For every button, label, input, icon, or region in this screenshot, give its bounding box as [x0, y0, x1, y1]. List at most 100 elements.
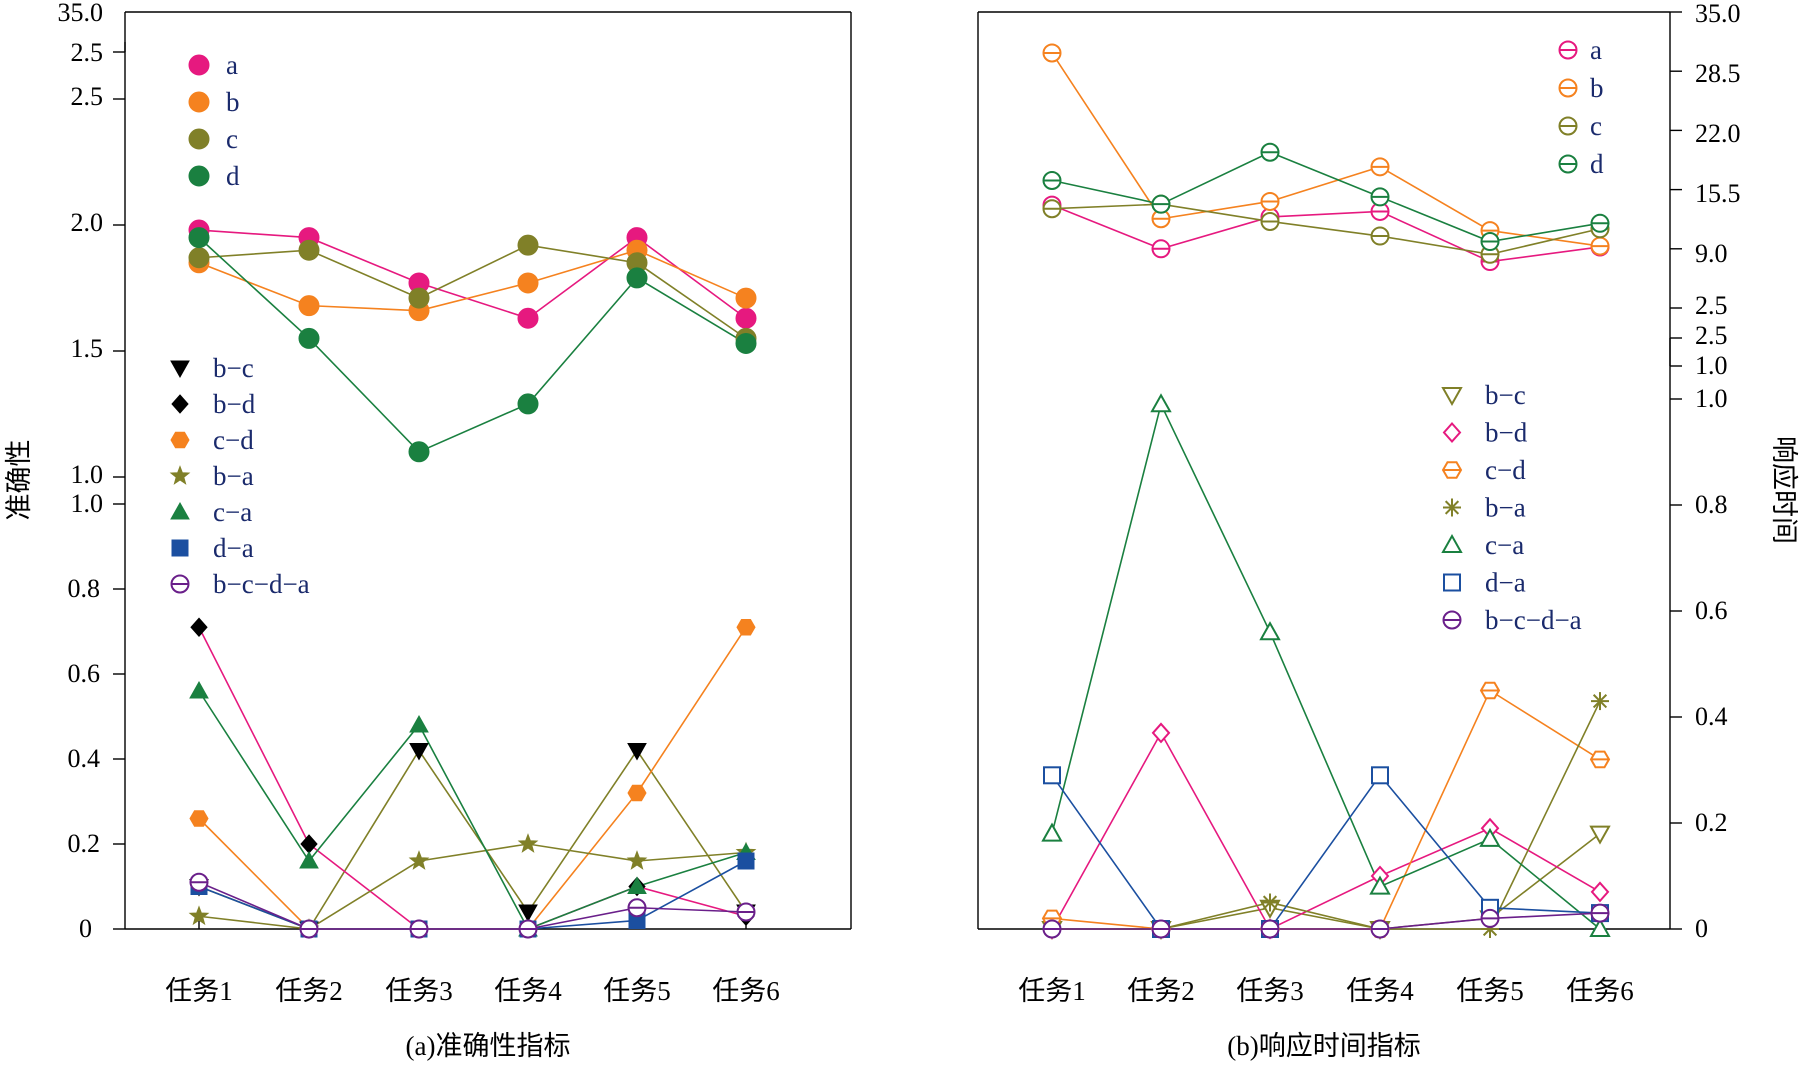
legend-marker-a	[188, 54, 210, 76]
legend-label: d−a	[213, 533, 254, 563]
legend-label: b	[1590, 73, 1604, 103]
data-point-d−a	[1043, 766, 1061, 785]
data-point-c−d	[1589, 750, 1611, 769]
data-point-b−d	[1151, 722, 1171, 744]
data-point-c−d	[1479, 681, 1501, 700]
series-line-c−d	[1051, 689, 1601, 930]
data-point-b−a	[408, 850, 430, 870]
series-line-d−a	[198, 860, 747, 930]
legend-label: d	[1590, 149, 1604, 179]
legend-marker-b−c−d−a	[1442, 610, 1462, 630]
chart-a-lower-tick-label: 0	[79, 914, 92, 943]
legend-marker-d	[188, 165, 210, 187]
data-point-b−c	[409, 743, 429, 761]
x-tick-label: 任务6	[1566, 976, 1634, 1006]
data-point-b−c−d−a	[1480, 908, 1500, 928]
series-line-b−c−d−a	[1052, 912, 1601, 930]
data-point-c−d	[189, 810, 209, 827]
chart-a-upper-tick-label: 1.0	[71, 460, 104, 489]
data-point-c−a	[1259, 621, 1281, 641]
legend-marker-c	[1558, 116, 1578, 136]
legend-marker-d−a	[171, 539, 189, 557]
data-point-b−c−d−a	[518, 919, 538, 939]
data-point-c−d	[627, 784, 647, 802]
chart-a-upper-tick-label: 2.5	[71, 82, 104, 111]
data-point-b−c	[1589, 825, 1611, 845]
data-point-d	[1370, 187, 1390, 207]
x-tick-label: 任务5	[1456, 976, 1524, 1006]
data-point-d	[626, 267, 648, 289]
data-point-c−a	[409, 714, 429, 733]
chart-a-series-lines	[198, 229, 747, 931]
data-point-b−a	[188, 905, 210, 926]
x-tick-label: 任务2	[275, 976, 343, 1006]
data-point-c−a	[189, 680, 209, 699]
legend-marker-d−a	[1443, 573, 1461, 592]
chart-b-lower-tick-label: 0	[1695, 914, 1708, 943]
chart-a-ylabel: 准确性	[4, 440, 34, 521]
chart-b-series-lines	[1051, 52, 1601, 931]
chart-b-lower-tick-label: 0.2	[1695, 808, 1728, 837]
chart-a-x-tick-labels: 任务1 任务2 任务3 任务4 任务5 任务6	[165, 921, 780, 1006]
chart-a-upper-tick-label: 2.0	[71, 208, 104, 237]
data-point-b−c−d−a	[189, 872, 209, 892]
legend-label: c−d	[1485, 455, 1526, 485]
chart-b-upper-tick-label: 28.5	[1695, 59, 1741, 88]
chart-b-upper-tick-label: 22.0	[1695, 119, 1741, 148]
data-point-c	[188, 247, 210, 269]
legend-label: c	[226, 124, 238, 154]
series-line-b−a	[198, 843, 747, 930]
data-point-b−c−d−a	[736, 902, 756, 922]
data-point-b−c−d−a	[1260, 919, 1280, 939]
x-tick-label: 任务1	[165, 976, 233, 1006]
legend-label: a	[226, 50, 238, 80]
series-line-b−a	[1052, 700, 1601, 930]
legend-label: c−a	[1485, 530, 1524, 560]
data-point-b−c−d−a	[1370, 919, 1390, 939]
series-line-b−d	[1051, 731, 1601, 931]
legend-label: b−c−d−a	[213, 569, 310, 599]
chart-a-lower-tick-label: 1.0	[71, 489, 104, 518]
data-point-a	[1370, 201, 1390, 221]
data-point-c−d	[736, 618, 756, 636]
chart-b-lower-tick-label: 1.0	[1695, 384, 1728, 413]
data-point-a	[735, 307, 757, 329]
legend-marker-b	[1558, 78, 1578, 98]
x-tick-label: 任务5	[603, 976, 671, 1006]
series-line-b−c	[1052, 832, 1601, 930]
chart-b-middle-tick-label: 2.5	[1695, 321, 1728, 350]
chart-b-caption: (b)响应时间指标	[1227, 1031, 1420, 1061]
legend-label: b−c	[213, 353, 254, 383]
legend-marker-c−a	[170, 501, 190, 520]
series-line-b	[1051, 52, 1601, 247]
series-line-d	[198, 237, 747, 453]
data-point-d	[1590, 213, 1610, 233]
data-point-c−a	[1479, 827, 1501, 847]
chart-b-lower-tick-label: 0.4	[1695, 702, 1728, 731]
x-tick-label: 任务3	[1236, 976, 1304, 1006]
x-tick-label: 任务1	[1018, 976, 1086, 1006]
legend-label: c−d	[213, 425, 254, 455]
legend-label: d	[226, 161, 240, 191]
legend-marker-b−a	[1443, 498, 1461, 517]
data-point-b−d	[1590, 881, 1610, 903]
chart-a-accuracy: 准确性 (a)准确性指标 1.0 1.5 2.0 2.5 2.5 35.0 0 …	[4, 0, 852, 1061]
data-point-c	[408, 287, 430, 309]
data-point-b−a	[1261, 893, 1279, 912]
data-point-c−a	[1369, 875, 1391, 895]
data-point-b−c−d−a	[1151, 919, 1171, 939]
series-line-d−a	[1051, 773, 1601, 930]
chart-b-lower-tick-label: 0.6	[1695, 596, 1728, 625]
data-point-c	[1042, 199, 1062, 219]
legend-label: c	[1590, 111, 1602, 141]
series-line-b	[198, 249, 747, 312]
chart-b-series-markers	[1041, 43, 1611, 941]
series-line-b−d	[198, 626, 747, 930]
chart-a-lower-tick-label: 0.8	[68, 574, 101, 603]
data-point-d	[408, 441, 430, 463]
legend-label: b−d	[1485, 418, 1528, 448]
legend-marker-c	[188, 128, 210, 150]
series-line-b−c−d−a	[198, 881, 747, 930]
